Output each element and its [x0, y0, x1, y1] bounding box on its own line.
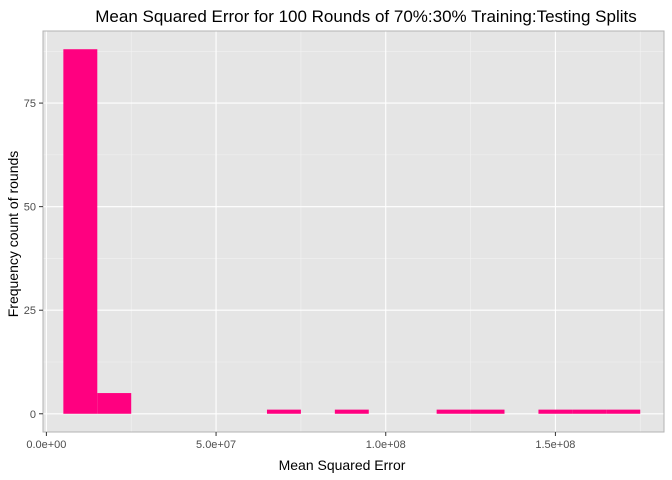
y-tick-label: 25	[24, 305, 36, 317]
x-tick-label: 1.5e+08	[535, 439, 575, 451]
histogram-bars	[63, 49, 641, 414]
histogram-bar-8	[572, 409, 607, 414]
plot-panel-border	[42, 30, 665, 433]
y-axis-ticks: 0 25 50 75	[24, 98, 43, 421]
minor-gridlines	[43, 31, 664, 432]
y-tick-label: 75	[24, 98, 36, 110]
histogram-bar-7	[538, 409, 573, 414]
histogram-bar-3	[266, 409, 301, 414]
histogram-bar-5	[436, 409, 471, 414]
histogram-bar-6	[470, 409, 505, 414]
major-gridlines	[43, 31, 664, 432]
y-axis-title: Frequency count of rounds	[5, 151, 21, 318]
x-axis-title: Mean Squared Error	[279, 457, 406, 473]
histogram-bar-2	[97, 393, 132, 414]
y-tick-label: 0	[30, 409, 36, 421]
x-tick-label: 0.0e+00	[26, 439, 66, 451]
histogram-bar-4	[334, 409, 369, 414]
x-axis-ticks: 0.0e+00 5.0e+07 1.0e+08 1.5e+08	[26, 432, 575, 451]
x-tick-label: 1.0e+08	[366, 439, 406, 451]
histogram-bar-1	[63, 49, 98, 414]
y-tick-label: 50	[24, 202, 36, 214]
histogram-bar-9	[606, 409, 641, 414]
x-tick-label: 5.0e+07	[196, 439, 236, 451]
plot-panel	[43, 31, 664, 432]
chart-title: Mean Squared Error for 100 Rounds of 70%…	[95, 7, 636, 26]
